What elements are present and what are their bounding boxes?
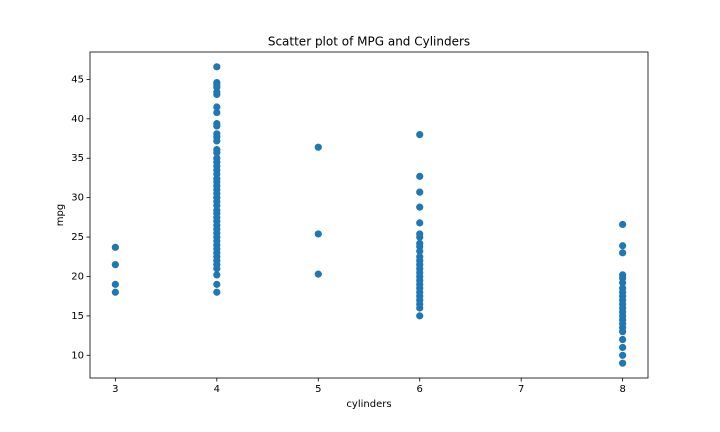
point: [111, 288, 119, 296]
point: [111, 280, 119, 288]
x-tick-label: 6: [417, 384, 423, 395]
y-tick-label: 15: [71, 311, 84, 322]
point: [416, 312, 424, 320]
point: [213, 264, 221, 273]
point: [213, 90, 221, 99]
x-tick-label: 3: [112, 384, 118, 395]
point: [416, 188, 424, 196]
y-tick-label: 25: [71, 232, 84, 243]
point: [619, 249, 627, 257]
point: [314, 143, 322, 151]
y-tick-label: 45: [71, 74, 84, 85]
point: [416, 219, 424, 227]
axes-frame: [89, 51, 649, 379]
point: [213, 149, 221, 157]
y-tick-label: 40: [71, 114, 84, 125]
point: [619, 279, 627, 287]
point: [213, 137, 221, 145]
point: [314, 230, 322, 238]
point: [619, 359, 627, 367]
point: [416, 233, 424, 241]
y-tick-label: 30: [71, 193, 84, 204]
point: [314, 270, 322, 278]
point: [213, 288, 221, 296]
x-tick-label: 8: [619, 384, 625, 395]
x-axis-label: cylinders: [346, 399, 391, 410]
x-tick-label: 7: [518, 384, 524, 395]
point: [619, 220, 627, 229]
point: [619, 343, 627, 352]
point: [416, 247, 424, 255]
point: [416, 304, 424, 312]
plot-area: [111, 63, 627, 367]
point: [416, 172, 424, 180]
y-tick-label: 35: [71, 153, 84, 164]
point: [619, 335, 627, 344]
point: [111, 243, 119, 251]
point: [213, 103, 221, 111]
y-tick-label: 20: [71, 271, 84, 282]
point: [213, 108, 221, 117]
point: [619, 351, 627, 359]
x-tick-label: 5: [315, 384, 321, 395]
point: [111, 261, 119, 269]
point: [213, 280, 221, 288]
y-tick-label: 10: [71, 350, 84, 361]
chart-title: Scatter plot of MPG and Cylinders: [268, 35, 470, 49]
point: [213, 271, 221, 279]
point: [416, 203, 424, 211]
point: [619, 242, 627, 250]
y-axis-label: mpg: [55, 204, 66, 226]
point: [213, 63, 221, 71]
point: [213, 122, 221, 130]
x-tick-label: 4: [214, 384, 220, 395]
point: [619, 328, 627, 336]
point: [416, 131, 424, 139]
